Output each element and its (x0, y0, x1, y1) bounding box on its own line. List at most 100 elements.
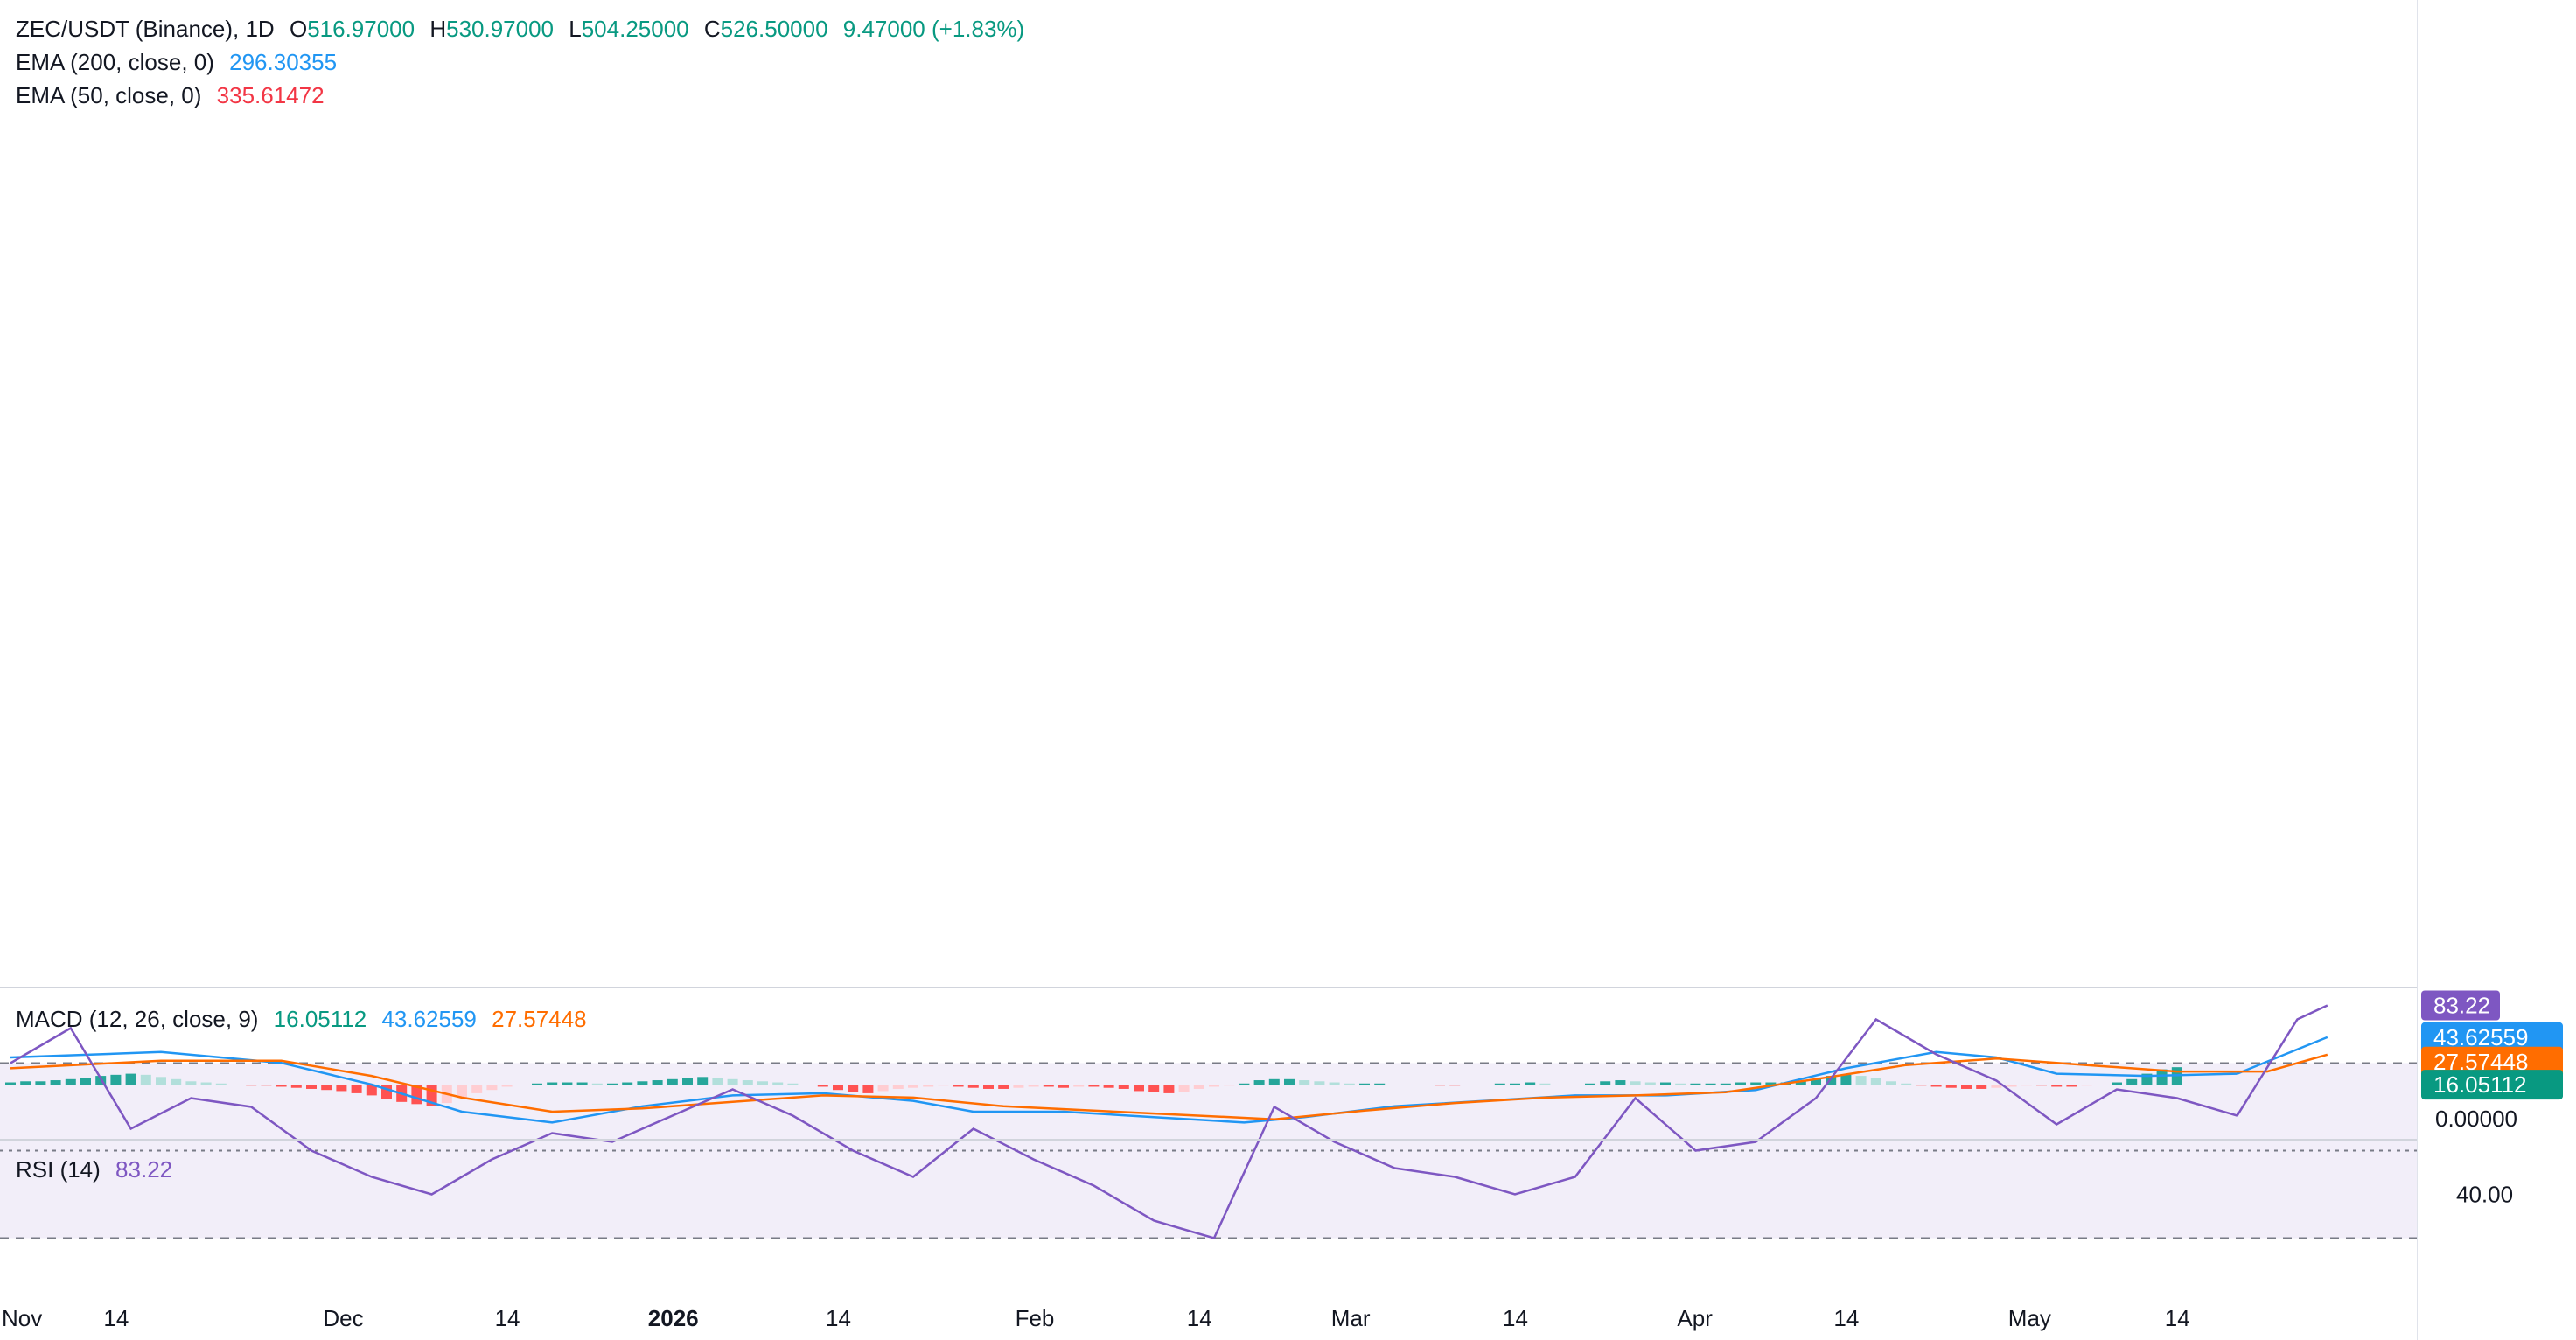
macd-histogram-bar (562, 1082, 573, 1085)
time-axis-tick: May (2008, 1305, 2051, 1331)
macd-histogram-bar (1961, 1085, 1972, 1089)
macd-histogram-bar (1088, 1085, 1100, 1087)
macd-histogram-bar (1644, 1082, 1656, 1085)
pane-divider-macd[interactable] (0, 987, 2417, 988)
macd-histogram-bar (607, 1083, 618, 1085)
macd-histogram-bar (50, 1080, 61, 1085)
ema200-legend[interactable]: EMA (200, close, 0) 296.30355 (16, 49, 346, 76)
macd-hist-tag: 16.05112 (2433, 1071, 2527, 1098)
macd-histogram-bar (877, 1085, 889, 1092)
macd-histogram-bar (2156, 1069, 2168, 1085)
macd-histogram-bar (622, 1082, 633, 1085)
macd-tag: 43.62559 (2433, 1024, 2528, 1050)
macd-histogram-bar (1600, 1081, 1611, 1085)
macd-histogram-bar (501, 1085, 513, 1087)
macd-histogram-bar (276, 1085, 287, 1087)
ema200-value: 296.30355 (229, 49, 338, 75)
macd-histogram-bar (1028, 1085, 1039, 1087)
ohlc-legend: ZEC/USDT (Binance), 1D O516.97000 H530.9… (16, 16, 1033, 43)
macd-hist-value: 16.05112 (273, 1006, 367, 1032)
time-axis-tick: 14 (1503, 1305, 1528, 1331)
macd-histogram-bar (576, 1082, 588, 1085)
macd-histogram-bar (1118, 1085, 1129, 1089)
macd-histogram-bar (1870, 1078, 1881, 1085)
macd-histogram-bar (1134, 1085, 1144, 1092)
macd-histogram-bar (2112, 1082, 2122, 1085)
macd-histogram-bar (1660, 1082, 1671, 1085)
macd-histogram-bar (1148, 1085, 1160, 1092)
macd-histogram-bar (772, 1082, 784, 1085)
macd-histogram-bar (998, 1085, 1009, 1089)
low-label: L (569, 16, 582, 42)
time-axis-tick: 14 (103, 1305, 129, 1331)
macd-histogram-bar (2051, 1085, 2063, 1087)
macd-histogram-bar (1539, 1083, 1551, 1085)
macd-histogram-bar (1690, 1083, 1701, 1085)
macd-histogram-bar (1058, 1085, 1069, 1088)
macd-histogram-bar (2126, 1078, 2138, 1085)
macd-histogram-bar (200, 1082, 212, 1085)
rsi-tag: 83.22 (2433, 993, 2490, 1019)
macd-histogram-bar (637, 1081, 648, 1085)
macd-histogram-bar (1344, 1083, 1355, 1085)
macd-histogram-bar (1765, 1082, 1777, 1085)
macd-histogram-bar (171, 1078, 182, 1085)
macd-histogram-bar (591, 1083, 603, 1085)
macd-histogram-bar (667, 1078, 678, 1085)
macd-histogram-bar (125, 1073, 136, 1085)
close-value: 526.50000 (720, 16, 828, 42)
symbol-title[interactable]: ZEC/USDT (Binance), 1D (16, 16, 275, 42)
macd-histogram-bar (1163, 1085, 1175, 1093)
macd-histogram-bar (1178, 1085, 1190, 1092)
macd-histogram-bar (1976, 1085, 1987, 1089)
macd-histogram-bar (1374, 1083, 1386, 1085)
macd-histogram-bar (1991, 1085, 2002, 1088)
rsi-legend[interactable]: RSI (14) 83.22 (16, 1156, 181, 1183)
macd-legend[interactable]: MACD (12, 26, close, 9) 16.05112 43.6255… (16, 1006, 596, 1033)
macd-histogram-bar (80, 1078, 91, 1085)
macd-histogram-bar (1525, 1082, 1536, 1085)
time-axis-tick: 14 (495, 1305, 520, 1331)
macd-histogram-bar (953, 1085, 964, 1087)
macd-histogram-bar (1811, 1078, 1821, 1085)
time-axis-tick: 14 (1833, 1305, 1859, 1331)
pane-divider-rsi[interactable] (0, 1139, 2417, 1141)
macd-histogram-bar (185, 1081, 197, 1085)
macd-histogram-bar (2066, 1085, 2077, 1087)
rsi-tag-bg (2421, 990, 2500, 1021)
time-axis-tick: Feb (1016, 1305, 1055, 1331)
macd-histogram-bar (2006, 1085, 2017, 1087)
macd-signal-tag-bg (2421, 1046, 2563, 1077)
macd-histogram-bar (306, 1085, 317, 1089)
macd-histogram-bar (110, 1074, 122, 1085)
macd-histogram-bar (35, 1081, 46, 1085)
macd-histogram-bar (215, 1083, 227, 1085)
macd-histogram-bar (908, 1085, 918, 1088)
macd-histogram-bar (833, 1085, 843, 1091)
macd-histogram-bar (1284, 1078, 1295, 1085)
macd-histogram-bar (787, 1083, 799, 1085)
macd-histogram-bar (351, 1085, 362, 1093)
macd-histogram-bar (682, 1078, 693, 1085)
ema200-label: EMA (200, close, 0) (16, 49, 214, 75)
macd-histogram-bar (547, 1082, 558, 1085)
macd-histogram-bar (1299, 1080, 1310, 1085)
ema50-legend[interactable]: EMA (50, close, 0) 335.61472 (16, 82, 333, 109)
close-label: C (703, 16, 721, 42)
macd-histogram-bar (727, 1078, 738, 1085)
rsi-value: 83.22 (115, 1156, 173, 1183)
time-axis-tick: 14 (2165, 1305, 2190, 1331)
macd-histogram-bar (156, 1077, 166, 1085)
macd-histogram-bar (892, 1085, 904, 1089)
macd-histogram-bar (1359, 1083, 1370, 1085)
time-axis-tick: Apr (1677, 1305, 1713, 1331)
time-axis-tick: Mar (1331, 1305, 1371, 1331)
macd-histogram-bar (1073, 1085, 1085, 1087)
macd-histogram-bar (290, 1085, 302, 1088)
rsi-line (10, 1004, 2328, 1240)
macd-tag-bg (2421, 1022, 2563, 1052)
time-axis-tick: Nov (2, 1305, 42, 1331)
macd-histogram-bar (742, 1080, 753, 1085)
macd-histogram-bar (1705, 1083, 1716, 1085)
